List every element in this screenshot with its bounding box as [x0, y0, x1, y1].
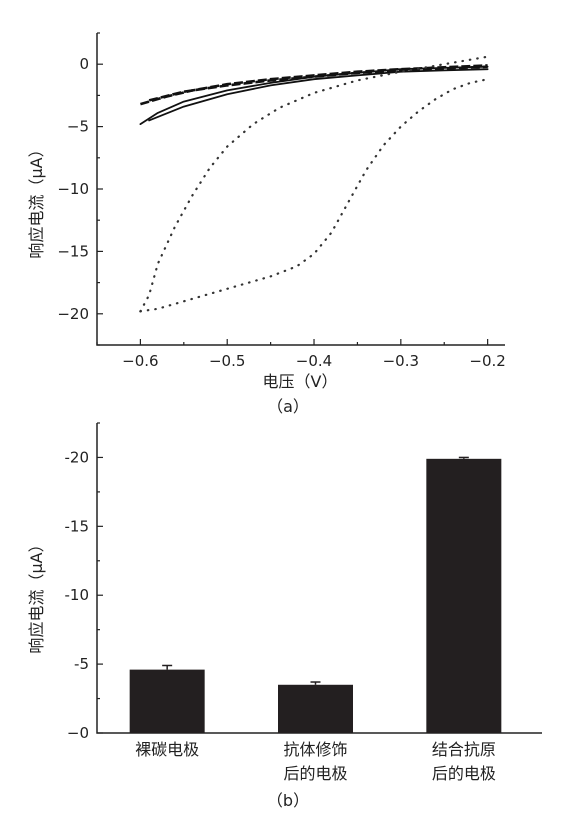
chart-b-ytick-label: -5	[74, 655, 89, 673]
chart-a-caption: （a）	[267, 397, 309, 416]
chart-a-ytick-label: 0	[79, 55, 89, 73]
chart-a-xtick-label: −0.5	[209, 352, 245, 370]
chart-b-bar-0	[129, 669, 205, 733]
chart-b-ytick-label: -20	[65, 448, 90, 466]
chart-a-ytick-label: −15	[57, 242, 89, 260]
chart-a-ytick-label: −10	[57, 180, 89, 198]
chart-a-ylabel: 响应电流（μA）	[27, 141, 46, 258]
chart-b-bar-2	[426, 458, 502, 733]
chart-a-ytick-label: −5	[67, 118, 89, 136]
chart-a-series-4	[139, 78, 489, 313]
chart-b-bar-1	[278, 684, 353, 733]
chart-b-caption: （b）	[267, 791, 309, 810]
chart-a-series-3	[148, 65, 488, 102]
chart-b-category-label: 抗体修饰	[283, 740, 347, 759]
chart-a-xtick-label: −0.2	[469, 352, 505, 370]
chart-a-axes	[96, 33, 505, 346]
chart-a-series-1	[148, 68, 489, 122]
chart-b-ytick-label: -10	[65, 586, 90, 604]
chart-a-xtick-label: −0.6	[122, 352, 158, 370]
chart-b-category-label: 后的电极	[432, 764, 496, 783]
chart-b-ylabel: 响应电流（μA）	[27, 536, 46, 653]
chart-a-xtick-label: −0.3	[383, 352, 419, 370]
chart-b-category-label: 后的电极	[283, 764, 347, 783]
chart-a-ytick-label: −20	[57, 305, 89, 323]
chart-a-xlabel: 电压（V）	[263, 372, 338, 391]
chart-b-category-label: 裸碳电极	[135, 740, 199, 759]
chart-a-xtick-label: −0.4	[296, 352, 332, 370]
chart-b-ytick-label: −0	[67, 724, 89, 742]
chart-b-category-label: 结合抗原	[432, 740, 496, 759]
chart-a-series-5	[139, 55, 489, 313]
chart-a: 响应电流（μA） 电压（V） （a） 0 −5 −10 −15 −20 −0.6 −0.5 −…	[27, 32, 506, 416]
chart-b-ytick-label: -15	[65, 517, 90, 535]
